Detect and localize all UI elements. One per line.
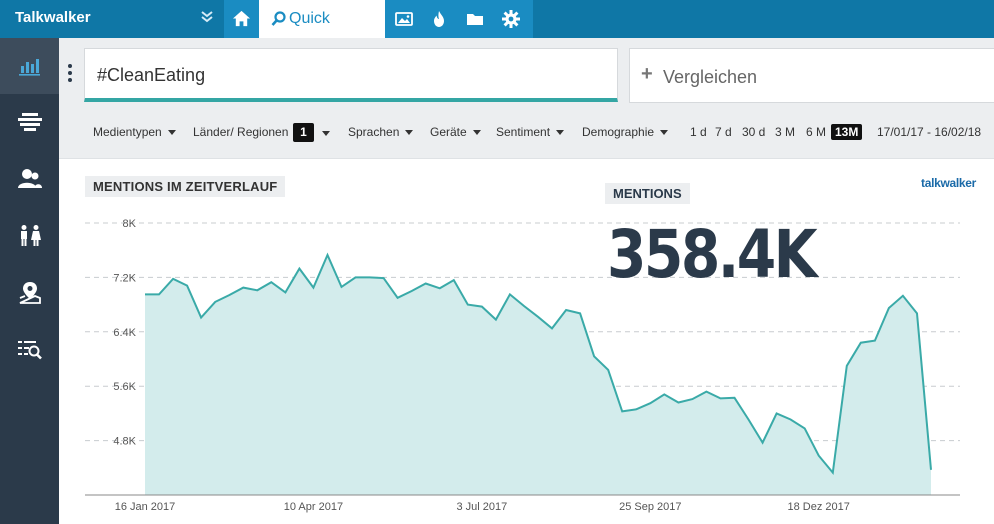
sidebar bbox=[0, 38, 59, 524]
gear-icon[interactable] bbox=[501, 9, 521, 29]
period-30d[interactable]: 30 d bbox=[742, 125, 766, 139]
search-icon bbox=[271, 11, 286, 26]
filter-sentiment[interactable]: Sentiment bbox=[496, 125, 565, 139]
y-tick-label: 5.6K bbox=[113, 381, 136, 393]
area-fill bbox=[145, 255, 931, 495]
talkwalker-logo: talkwalker bbox=[921, 176, 977, 190]
tab-quick-search[interactable]: Quick Search bbox=[259, 0, 385, 65]
flame-icon[interactable] bbox=[429, 9, 449, 29]
period-13m[interactable]: 13M bbox=[831, 124, 863, 140]
list-search-icon bbox=[18, 341, 42, 360]
mentions-value: 358.4K bbox=[607, 216, 818, 293]
chart-title: MENTIONS IM ZEITVERLAUF bbox=[85, 176, 286, 197]
x-tick-label: 25 Sep 2017 bbox=[619, 501, 681, 513]
period-3m[interactable]: 3 M bbox=[775, 125, 796, 139]
compare-label: Vergleichen bbox=[663, 67, 758, 87]
x-tick-label: 10 Apr 2017 bbox=[284, 501, 343, 513]
period-1d[interactable]: 1 d bbox=[690, 125, 707, 139]
caret-down-icon bbox=[556, 130, 565, 136]
search-input[interactable]: #CleanEating bbox=[84, 48, 618, 102]
filter-languages[interactable]: Sprachen bbox=[348, 125, 414, 139]
sidebar-item-demographics[interactable] bbox=[0, 208, 59, 264]
date-range[interactable]: 17/01/17 - 16/02/18 bbox=[877, 125, 982, 139]
period-7d[interactable]: 7 d bbox=[715, 125, 732, 139]
search-query: #CleanEating bbox=[97, 65, 206, 85]
series-line bbox=[145, 252, 932, 476]
brand-logo[interactable]: Talkwalker bbox=[15, 9, 91, 26]
folder-icon[interactable] bbox=[465, 9, 485, 29]
y-tick-label: 8K bbox=[123, 218, 137, 230]
filter-count-badge: 1 bbox=[293, 123, 314, 142]
y-tick-label: 4.8K bbox=[113, 436, 136, 448]
sidebar-item-map[interactable] bbox=[0, 265, 59, 321]
caret-down-icon bbox=[472, 130, 481, 136]
compare-button[interactable]: + Vergleichen bbox=[629, 48, 994, 103]
period-6m[interactable]: 6 M bbox=[806, 125, 827, 139]
home-icon bbox=[232, 10, 251, 27]
sidebar-item-topics[interactable] bbox=[0, 94, 59, 150]
y-tick-label: 6.4K bbox=[113, 327, 136, 339]
sidebar-item-analytics[interactable] bbox=[0, 38, 59, 94]
x-tick-label: 18 Dez 2017 bbox=[788, 501, 850, 513]
x-tick-label: 3 Jul 2017 bbox=[456, 501, 507, 513]
toolbar bbox=[385, 0, 533, 38]
options-menu-icon[interactable] bbox=[68, 64, 72, 85]
filter-countries[interactable]: Länder/ Regionen bbox=[193, 125, 289, 139]
users-icon bbox=[18, 169, 42, 188]
map-pin-icon bbox=[19, 282, 41, 304]
bar-chart-icon bbox=[19, 59, 40, 76]
topics-icon bbox=[18, 113, 42, 131]
filter-devices[interactable]: Geräte bbox=[430, 125, 481, 139]
caret-down-icon bbox=[405, 130, 414, 136]
image-search-icon[interactable] bbox=[394, 9, 414, 29]
sidebar-item-results[interactable] bbox=[0, 322, 59, 378]
y-tick-label: 7.2K bbox=[113, 272, 136, 284]
gender-icon bbox=[21, 225, 41, 246]
caret-down-icon[interactable] bbox=[322, 131, 330, 136]
x-tick-label: 16 Jan 2017 bbox=[115, 501, 176, 513]
sidebar-item-influencers[interactable] bbox=[0, 151, 59, 207]
caret-down-icon bbox=[660, 130, 669, 136]
caret-down-icon bbox=[167, 130, 176, 136]
top-bar: Talkwalker Quick Search bbox=[0, 0, 994, 65]
plus-icon: + bbox=[641, 63, 653, 85]
home-button[interactable] bbox=[224, 0, 259, 38]
mentions-label: MENTIONS bbox=[605, 183, 690, 204]
filter-media-types[interactable]: Medientypen bbox=[93, 125, 176, 139]
collapse-icon[interactable] bbox=[196, 8, 218, 30]
filter-demographics[interactable]: Demographie bbox=[582, 125, 669, 139]
